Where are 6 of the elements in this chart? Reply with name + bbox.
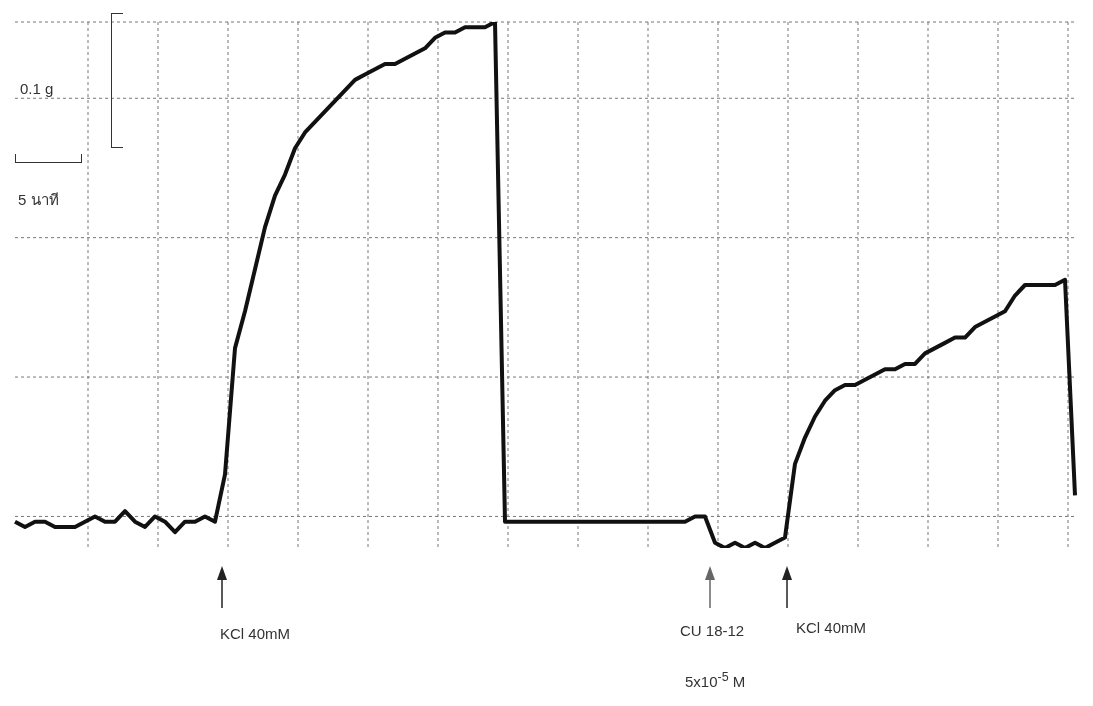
text: CU 18-12 <box>680 622 745 639</box>
text: KCl 40mM <box>220 625 291 642</box>
text: 5x10$^{-5}$ M <box>685 670 746 690</box>
annotation: 5 นาที <box>18 190 59 210</box>
text: KCl 40mM <box>796 619 867 636</box>
annotation: 0.1 g <box>20 80 54 97</box>
